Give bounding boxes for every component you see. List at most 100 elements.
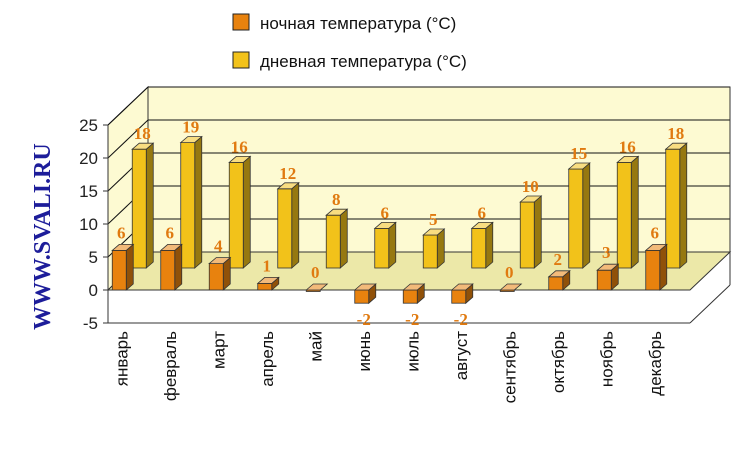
day-value-label: 18 xyxy=(134,124,151,143)
day-bar-top xyxy=(616,155,640,163)
legend: ночная температура (°C) дневная температ… xyxy=(232,13,467,71)
night-value-label: -2 xyxy=(405,310,419,329)
day-bar-side xyxy=(194,135,203,269)
category-label: август xyxy=(452,331,471,380)
category-label: июнь xyxy=(355,331,374,372)
night-value-label: 0 xyxy=(505,263,514,282)
y-tick-label: 10 xyxy=(79,215,98,234)
night-bar-top xyxy=(208,257,232,265)
night-bar-side xyxy=(174,243,183,291)
day-bar-top xyxy=(373,221,397,229)
night-bar-top xyxy=(159,243,183,251)
day-bar-top xyxy=(422,228,446,236)
day-bar-top xyxy=(228,155,252,163)
day-bar xyxy=(131,148,147,269)
day-bar-top xyxy=(664,142,688,150)
night-bar xyxy=(402,289,418,304)
night-bar-top xyxy=(353,283,377,291)
night-bar xyxy=(451,289,467,304)
y-tick-label: 20 xyxy=(79,149,98,168)
night-bar-top xyxy=(450,283,474,291)
day-bar-side xyxy=(388,221,397,269)
night-value-label: 4 xyxy=(214,237,223,256)
night-value-label: 6 xyxy=(117,223,126,242)
category-label: сентябрь xyxy=(500,331,519,404)
night-bar-top xyxy=(499,283,523,291)
y-tick-label: 15 xyxy=(79,182,98,201)
day-bar-top xyxy=(131,142,155,150)
night-bar-side xyxy=(125,243,134,291)
x-axis-depth-line xyxy=(689,284,731,324)
category-label: февраль xyxy=(161,331,180,401)
day-value-label: 12 xyxy=(279,164,296,183)
y-tick-label: 25 xyxy=(79,116,98,135)
watermark-text: WWW.SVALI.RU xyxy=(30,143,56,330)
day-bar xyxy=(519,201,535,269)
category-label: ноябрь xyxy=(597,331,616,387)
day-value-label: 6 xyxy=(478,203,487,222)
day-bar-side xyxy=(145,142,154,269)
day-bar xyxy=(665,148,681,269)
night-bar xyxy=(257,282,273,291)
legend-label-night: ночная температура (°C) xyxy=(260,14,456,33)
category-label: апрель xyxy=(258,331,277,387)
day-value-label: 15 xyxy=(570,144,587,163)
day-bar-side xyxy=(291,181,300,269)
day-bar-top xyxy=(276,182,300,190)
night-value-label: -2 xyxy=(357,310,371,329)
day-value-label: 6 xyxy=(381,203,390,222)
day-bar-side xyxy=(679,142,688,269)
night-bar-top xyxy=(547,270,571,278)
day-bar xyxy=(325,214,341,269)
night-bar xyxy=(111,249,127,291)
day-value-label: 5 xyxy=(429,210,438,229)
y-tick-label: 5 xyxy=(89,248,98,267)
category-label: октябрь xyxy=(549,331,568,393)
night-value-label: 0 xyxy=(311,263,320,282)
night-value-label: -2 xyxy=(454,310,468,329)
y-tick-label: 0 xyxy=(89,281,98,300)
day-bar-side xyxy=(339,208,348,269)
day-bar xyxy=(374,227,390,269)
day-bar xyxy=(616,161,632,269)
night-value-label: 1 xyxy=(263,256,272,275)
day-bar xyxy=(422,234,438,269)
day-bar-top xyxy=(470,221,494,229)
category-label: март xyxy=(209,331,228,369)
day-bar-top xyxy=(519,195,543,203)
day-bar-side xyxy=(485,221,494,269)
night-bar-top xyxy=(644,243,668,251)
legend-swatch-day xyxy=(232,51,250,69)
night-value-label: 3 xyxy=(602,243,611,262)
day-bar xyxy=(228,161,244,269)
night-bar xyxy=(160,249,176,291)
day-bar-side xyxy=(533,195,542,269)
night-bar-top xyxy=(402,283,426,291)
day-bar xyxy=(471,227,487,269)
category-label: май xyxy=(306,331,325,362)
day-value-label: 18 xyxy=(667,124,684,143)
day-bar-side xyxy=(436,228,445,269)
day-bar xyxy=(180,142,196,269)
day-value-label: 10 xyxy=(522,177,539,196)
night-bar xyxy=(596,269,612,291)
day-value-label: 8 xyxy=(332,190,341,209)
night-bar xyxy=(548,276,564,291)
day-bar-top xyxy=(325,208,349,216)
day-value-label: 19 xyxy=(182,118,199,137)
night-value-label: 6 xyxy=(651,223,660,242)
category-label: декабрь xyxy=(646,331,665,396)
night-value-label: 2 xyxy=(554,250,563,269)
day-bar-top xyxy=(179,136,203,144)
night-bar xyxy=(645,249,661,291)
category-label: январь xyxy=(112,331,131,386)
legend-swatch-night xyxy=(232,13,250,31)
day-bar-side xyxy=(582,162,591,269)
night-value-label: 6 xyxy=(166,223,175,242)
category-label: июль xyxy=(403,331,422,372)
night-bar-top xyxy=(305,283,329,291)
night-bar-top xyxy=(256,276,280,284)
day-value-label: 16 xyxy=(231,137,248,156)
gridline-side xyxy=(107,86,149,126)
